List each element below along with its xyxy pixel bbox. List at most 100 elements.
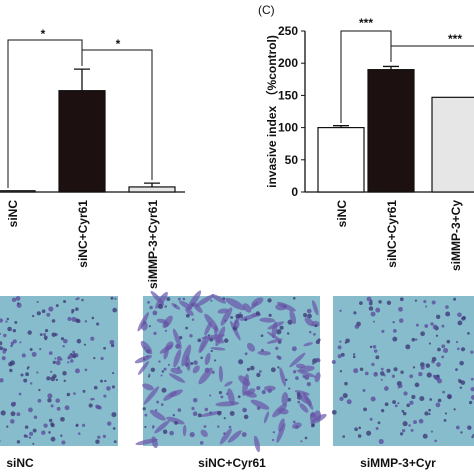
- pore: [275, 346, 279, 350]
- pore: [373, 349, 378, 353]
- pore: [394, 404, 398, 408]
- pore: [244, 352, 248, 356]
- pore: [169, 430, 174, 436]
- pore: [430, 322, 434, 326]
- significance-bracket: [7, 39, 83, 188]
- pore: [154, 409, 158, 412]
- pore: [368, 301, 373, 306]
- pore: [68, 354, 73, 359]
- pore: [33, 415, 38, 420]
- cell: [195, 294, 214, 307]
- pore: [71, 311, 74, 314]
- cell: [204, 313, 219, 332]
- cell: [142, 383, 154, 391]
- pore: [6, 425, 9, 428]
- cell: [247, 342, 256, 352]
- bar: [431, 96, 474, 193]
- cell: [239, 314, 257, 321]
- pore: [370, 396, 376, 402]
- pore: [43, 423, 48, 428]
- pore: [283, 304, 287, 308]
- pore: [193, 360, 198, 365]
- cell: [187, 290, 202, 311]
- pore: [24, 425, 29, 429]
- pore: [0, 410, 6, 416]
- pore: [84, 368, 88, 372]
- pore: [337, 345, 342, 350]
- pore: [36, 300, 39, 304]
- pore: [285, 378, 288, 382]
- pore: [393, 367, 398, 372]
- pore: [67, 361, 70, 364]
- pore: [144, 413, 148, 417]
- pore: [256, 385, 261, 391]
- pore: [100, 379, 103, 383]
- pore: [428, 342, 431, 345]
- pore: [303, 313, 308, 318]
- cell: [225, 297, 246, 311]
- pore: [77, 432, 81, 435]
- pore: [84, 320, 88, 323]
- cell: [224, 381, 233, 387]
- pore: [23, 434, 27, 438]
- micrographs: [0, 290, 474, 453]
- pore: [114, 297, 117, 300]
- pore: [243, 414, 249, 420]
- pore: [435, 402, 441, 408]
- cell: [137, 312, 149, 332]
- pore: [422, 433, 428, 439]
- pore: [63, 379, 66, 382]
- x-tick-label: siMMP-3+Cyr61: [146, 200, 160, 289]
- pore: [93, 385, 98, 390]
- pore: [441, 344, 446, 349]
- pore: [363, 407, 367, 412]
- pore: [106, 386, 111, 391]
- pore: [391, 374, 396, 378]
- panel-label: siMMP-3+Cyr: [360, 456, 436, 470]
- pore: [272, 431, 276, 434]
- pore: [371, 362, 375, 367]
- pore: [368, 306, 374, 311]
- cell: [242, 303, 252, 313]
- pore: [32, 442, 35, 445]
- pore: [48, 306, 54, 312]
- error-bar: [144, 182, 160, 187]
- pore: [157, 303, 164, 310]
- pore: [112, 372, 115, 375]
- pore: [48, 431, 51, 434]
- cell: [278, 418, 285, 432]
- pore: [292, 370, 297, 374]
- cell: [149, 409, 166, 421]
- pore: [306, 381, 312, 387]
- cell: [266, 338, 283, 344]
- pore: [152, 426, 155, 429]
- pore: [401, 428, 406, 433]
- pore: [414, 299, 418, 302]
- pore: [436, 362, 441, 367]
- pore: [397, 386, 400, 389]
- significance: *: [116, 37, 121, 51]
- significance: ***: [448, 32, 462, 46]
- error-bar: [333, 125, 349, 128]
- y-tick-label: 150: [278, 88, 298, 102]
- pore: [27, 330, 32, 335]
- pore: [366, 430, 372, 436]
- pore: [88, 403, 93, 408]
- pore: [211, 370, 215, 374]
- pore: [164, 329, 167, 332]
- pore: [300, 440, 303, 443]
- pore: [16, 412, 21, 417]
- cell: [299, 403, 309, 413]
- pore: [56, 356, 62, 361]
- pore: [50, 377, 53, 380]
- pore: [76, 297, 80, 300]
- pore: [63, 300, 67, 304]
- pore: [310, 423, 315, 428]
- cell: [294, 390, 310, 396]
- cell: [227, 430, 242, 443]
- pore: [443, 419, 447, 422]
- pore: [277, 366, 280, 369]
- significance-bracket: [82, 49, 153, 180]
- pore: [7, 326, 12, 332]
- cell: [218, 365, 223, 383]
